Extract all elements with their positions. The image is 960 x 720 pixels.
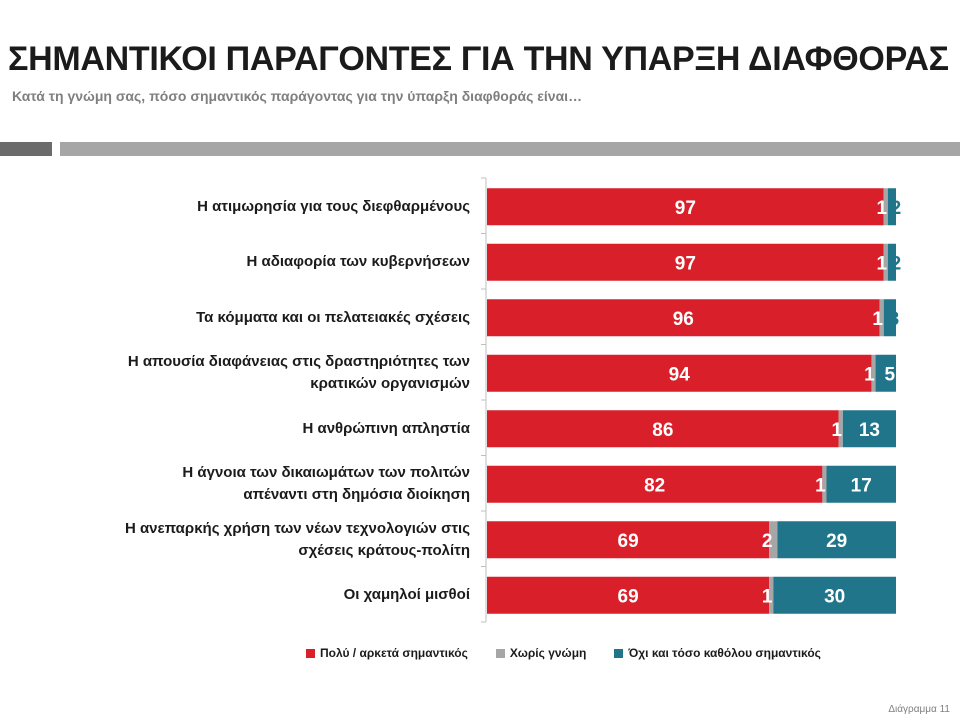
legend-item-no-opinion: Χωρίς γνώμη: [495, 646, 587, 660]
bar-segment: [887, 243, 896, 281]
bar-segment: [487, 465, 823, 503]
bar-segment: [838, 410, 843, 448]
bar-segment: [769, 576, 774, 614]
data-label: 2: [762, 531, 773, 552]
data-label: 86: [652, 420, 673, 441]
data-label: 69: [618, 531, 639, 552]
bar-segment: [875, 354, 896, 392]
bar-segment: [842, 410, 896, 448]
legend-label: Χωρίς γνώμη: [509, 646, 587, 660]
data-label: 69: [618, 586, 639, 607]
bar-segment: [487, 299, 880, 337]
legend: Πολύ / αρκετά σημαντικός Χωρίς γνώμη Όχι…: [306, 646, 821, 660]
category-label: Η αδιαφορία των κυβερνήσεων: [246, 253, 470, 271]
data-label: 1: [876, 253, 887, 274]
bar-segment: [487, 576, 770, 614]
data-label: 96: [673, 309, 694, 330]
data-label: 97: [675, 253, 696, 274]
bar-segment: [871, 354, 876, 392]
bar-segment: [773, 576, 896, 614]
data-label: 1: [872, 309, 883, 330]
bar-segment: [883, 188, 888, 226]
category-label: Οι χαμηλοί μισθοί: [343, 586, 470, 604]
bar-segment: [487, 354, 872, 392]
legend-swatch: [306, 648, 315, 658]
data-label: 2: [891, 253, 902, 274]
legend-swatch: [614, 648, 624, 658]
data-label: 5: [884, 364, 895, 385]
bar-segment: [883, 243, 888, 281]
header-rule-light: [60, 142, 960, 156]
data-label: 1: [815, 475, 826, 496]
data-label: 17: [851, 475, 872, 496]
category-label: Η ανεπαρκής χρήση των νέων τεχνολογιών σ…: [124, 519, 470, 559]
bar-segment: [887, 188, 896, 226]
data-label: 1: [876, 198, 887, 219]
data-label: 29: [826, 531, 847, 552]
bar-segment: [883, 299, 896, 337]
category-label: Η ανθρώπινη απληστία: [302, 419, 470, 437]
category-label: Η ατιμωρησία για τους διεφθαρμένους: [197, 197, 470, 215]
category-label: Τα κόμματα και οι πελατειακές σχέσεις: [196, 308, 470, 326]
legend-swatch: [495, 648, 505, 658]
data-label: 1: [864, 364, 875, 385]
data-label: 1: [831, 420, 842, 441]
data-label: 2: [891, 198, 902, 219]
header-rule-dark: [0, 142, 52, 156]
legend-label: Πολύ / αρκετά σημαντικός: [320, 646, 468, 660]
category-label: Η άγνοια των δικαιωμάτων των πολιτών απέ…: [182, 464, 470, 504]
bar-segment: [487, 243, 884, 281]
data-label: 82: [644, 475, 665, 496]
bar-segment: [826, 465, 896, 503]
data-label: 3: [889, 309, 900, 330]
data-label: 30: [824, 586, 845, 607]
legend-item-very-important: Πολύ / αρκετά σημαντικός: [306, 646, 468, 660]
category-label: Η απουσία διαφάνειας στις δραστηριότητες…: [127, 353, 470, 393]
legend-label: Όχι και τόσο καθόλου σημαντικός: [628, 646, 821, 660]
data-label: 13: [859, 420, 880, 441]
page-title: ΣΗΜΑΝΤΙΚΟΙ ΠΑΡΑΓΟΝΤΕΣ ΓΙΑ ΤΗΝ ΥΠΑΡΞΗ ΔΙΑ…: [8, 40, 949, 78]
bar-segment: [487, 188, 884, 226]
data-label: 94: [669, 364, 691, 385]
legend-item-not-important: Όχι και τόσο καθόλου σημαντικός: [614, 646, 821, 660]
data-label: 1: [762, 586, 773, 607]
bar-segment: [487, 410, 839, 448]
bar-segment: [769, 521, 778, 559]
bar-segment: [879, 299, 884, 337]
bar-segment: [822, 465, 827, 503]
page-subtitle: Κατά τη γνώμη σας, πόσο σημαντικός παράγ…: [12, 88, 583, 104]
data-label: 97: [675, 198, 696, 219]
bar-segment: [777, 521, 896, 559]
page-number: Διάγραμμα 11: [888, 704, 950, 715]
bar-segment: [487, 521, 770, 559]
